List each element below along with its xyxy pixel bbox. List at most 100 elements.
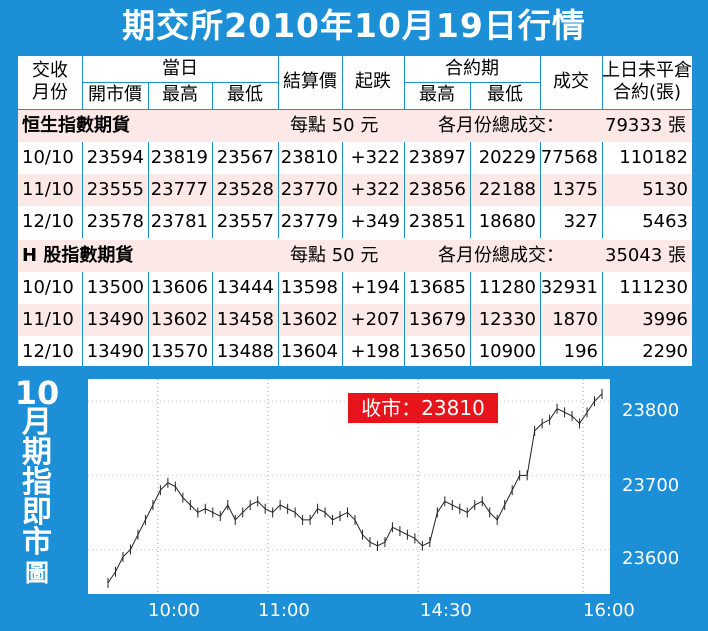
close-badge: 收市：23810 [348, 393, 498, 423]
table-cell: 12330 [478, 309, 536, 330]
side-title-part: 圖 [25, 559, 49, 587]
table-cell: 23779 [280, 211, 338, 232]
y-tick-label: 23700 [622, 475, 680, 496]
table-cell: 13490 [86, 341, 144, 362]
header-volume: 成交 [553, 71, 589, 92]
y-tick-label: 23600 [622, 548, 680, 569]
side-title-part: 期 [22, 435, 52, 470]
x-tick-label: 16:00 [583, 600, 635, 621]
table-row: 11/10 13490 13602 13458 13602 +207 13679 12330 1… [18, 304, 692, 336]
table-cell: 23594 [86, 147, 144, 168]
x-tick-label: 14:30 [420, 600, 472, 621]
table-cell: 327 [563, 211, 598, 232]
side-title-part: 即 [22, 495, 52, 530]
header-change: 起跌 [355, 71, 391, 92]
table-cell: 22188 [478, 179, 536, 200]
table-cell: 13488 [216, 341, 274, 362]
table-cell: 1375 [552, 179, 598, 200]
table-cell: 13650 [408, 341, 466, 362]
table-cell: 13570 [150, 341, 208, 362]
y-tick-label: 23800 [622, 400, 680, 421]
section-total-label: 各月份總成交： [438, 245, 564, 266]
table-cell: 11/10 [22, 309, 74, 330]
header-open: 開市價 [88, 84, 142, 105]
table-cell: 32931 [540, 277, 598, 298]
table-cell: 23578 [86, 211, 144, 232]
table-cell: 23528 [216, 179, 274, 200]
table-cell: 13606 [150, 277, 208, 298]
table-cell: 10/10 [22, 277, 74, 298]
header-contract-low: 最低 [487, 84, 523, 105]
header-settle: 結算價 [283, 71, 337, 92]
table-cell: +207 [350, 309, 400, 330]
x-tick-label: 10:00 [148, 600, 200, 621]
section-hshares: H 股指數期貨 每點 50 元 各月份總成交： 35043 張 [18, 240, 692, 272]
table-row: 12/10 23578 23781 23557 23779 +349 23851 18680 3… [18, 206, 692, 238]
header-month: 交收 月份 [32, 60, 68, 103]
header-today: 當日 [162, 58, 198, 79]
table-cell: 111230 [619, 277, 688, 298]
table-cell: 13500 [86, 277, 144, 298]
table-cell: 23897 [408, 147, 466, 168]
side-title-part: 市 [22, 525, 52, 560]
table-cell: 12/10 [22, 211, 74, 232]
table-cell: 5130 [642, 179, 688, 200]
side-title-part: 指 [22, 465, 52, 500]
table-cell: 11280 [478, 277, 536, 298]
table-cell: 23770 [280, 179, 338, 200]
table-cell: 13602 [150, 309, 208, 330]
table-cell: 1870 [552, 309, 598, 330]
table-cell: 13444 [216, 277, 274, 298]
header-contract: 合約期 [445, 58, 499, 79]
table-cell: 23567 [216, 147, 274, 168]
page-title: 期交所2010年10月19日行情 [122, 6, 586, 45]
table-row: 12/10 13490 13570 13488 13604 +198 13650 10900 1… [18, 336, 692, 368]
table-cell: +198 [350, 341, 400, 362]
table-cell: 13602 [280, 309, 338, 330]
side-title-part: 10 [14, 374, 60, 412]
table-cell: 11/10 [22, 179, 74, 200]
table-cell: +322 [350, 147, 400, 168]
table-cell: 2290 [642, 341, 688, 362]
table-cell: +349 [350, 211, 400, 232]
section-total-label: 各月份總成交： [438, 115, 564, 136]
table-cell: 13604 [280, 341, 338, 362]
table-cell: 10/10 [22, 147, 74, 168]
chart-side-title: 10 月 期 指 即 市 圖 [0, 376, 74, 626]
table-row: 10/10 13500 13606 13444 13598 +194 13685 11280 3… [18, 272, 692, 304]
price-line [107, 393, 603, 584]
section-total: 35043 張 [605, 245, 686, 266]
table-cell: 23856 [408, 179, 466, 200]
side-title-part: 月 [22, 405, 52, 440]
table-cell: 3996 [642, 309, 688, 330]
table-cell: 12/10 [22, 341, 74, 362]
section-hsi: 恒生指數期貨 每點 50 元 各月份總成交： 79333 張 [18, 110, 692, 142]
table-row: 11/10 23555 23777 23528 23770 +322 23856 22188 1… [18, 174, 692, 206]
table-cell: 13685 [408, 277, 466, 298]
table-cell: 23819 [150, 147, 208, 168]
quotes-table: 交收 月份 當日 開市價 最高 最低 結算價 起跌 合約期 最高 最低 成交 上… [18, 56, 692, 368]
header-contract-high: 最高 [419, 84, 455, 105]
table-cell: 110182 [619, 147, 688, 168]
table-cell: 10900 [478, 341, 536, 362]
table-cell: 5463 [642, 211, 688, 232]
table-cell: +322 [350, 179, 400, 200]
table-cell: 13458 [216, 309, 274, 330]
table-cell: 196 [563, 341, 598, 362]
section-per-point: 每點 50 元 [290, 245, 379, 266]
table-cell: 18680 [478, 211, 536, 232]
table-cell: +194 [350, 277, 400, 298]
section-per-point: 每點 50 元 [290, 115, 379, 136]
header-high: 最高 [162, 84, 198, 105]
section-name: H 股指數期貨 [22, 245, 134, 266]
table-cell: 77568 [540, 147, 598, 168]
table-cell: 23555 [86, 179, 144, 200]
table-row: 10/10 23594 23819 23567 23810 +322 23897 20229 7… [18, 142, 692, 174]
section-total: 79333 張 [605, 115, 686, 136]
header-low: 最低 [227, 84, 263, 105]
table-cell: 23777 [150, 179, 208, 200]
table-cell: 13490 [86, 309, 144, 330]
table-cell: 23810 [280, 147, 338, 168]
table-cell: 23781 [150, 211, 208, 232]
table-cell: 23557 [216, 211, 274, 232]
